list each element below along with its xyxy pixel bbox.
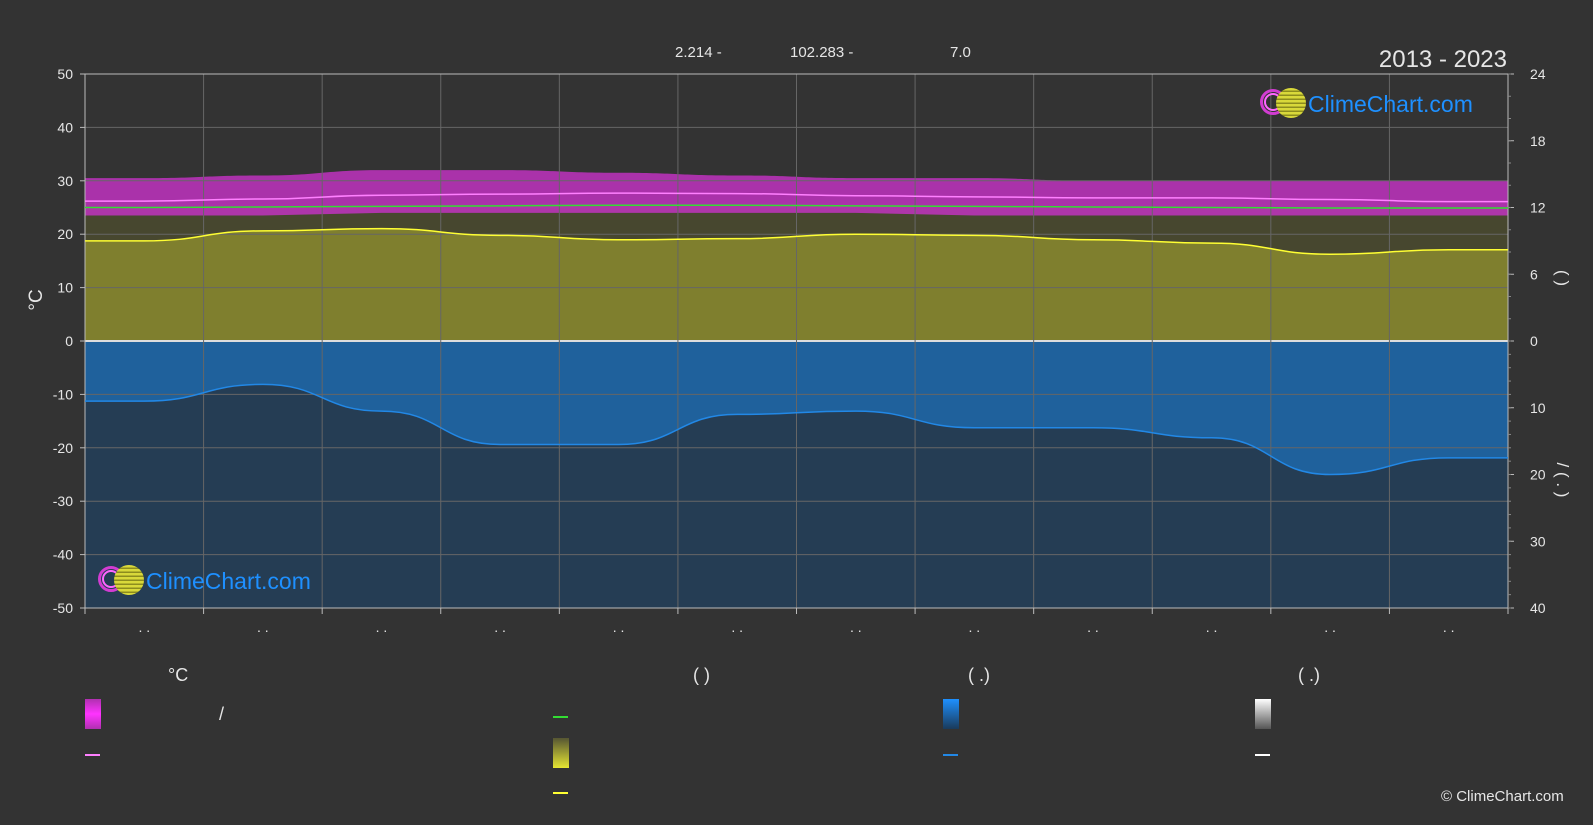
month-tick-label: . . bbox=[1087, 619, 1099, 635]
temperature-mean-line bbox=[85, 192, 1508, 203]
sunshine-swatch bbox=[553, 738, 569, 768]
left-tick-label: 10 bbox=[57, 280, 73, 296]
left-tick-label: -10 bbox=[53, 386, 73, 402]
climechart-logo-icon bbox=[1258, 86, 1306, 122]
right-precip-tick-label: 20 bbox=[1530, 467, 1546, 483]
temp-range-separator: / bbox=[219, 704, 225, 724]
precip-swatch bbox=[943, 699, 959, 729]
brand-name: ClimeChart.com bbox=[1308, 90, 1473, 117]
daylight-line bbox=[85, 204, 1508, 209]
right-hours-tick-label: 12 bbox=[1530, 200, 1546, 216]
precip-line-swatch bbox=[943, 754, 958, 756]
month-tick-label: . . bbox=[376, 619, 388, 635]
temp-mean-line-swatch bbox=[85, 754, 100, 756]
left-tick-label: -40 bbox=[53, 547, 73, 563]
right-axis-lower-label: / ( . ) bbox=[1553, 463, 1572, 498]
precipitation-line bbox=[85, 383, 1509, 476]
brand-logo-bottom[interactable]: ClimeChart.com bbox=[96, 563, 311, 599]
month-tick-label: . . bbox=[1206, 619, 1218, 635]
right-hours-tick-label: 24 bbox=[1530, 66, 1546, 82]
snow-swatch bbox=[1255, 699, 1271, 729]
sunshine-line bbox=[84, 227, 1508, 255]
period-label: 2013 - 2023 bbox=[1379, 46, 1507, 73]
left-tick-label: 30 bbox=[57, 173, 73, 189]
left-tick-label: -20 bbox=[53, 440, 73, 456]
left-tick-label: -30 bbox=[53, 493, 73, 509]
month-tick-label: . . bbox=[257, 619, 269, 635]
sunshine-line-swatch bbox=[553, 792, 568, 794]
daylight-line-swatch bbox=[553, 716, 568, 718]
month-tick-label: . . bbox=[850, 619, 862, 635]
brand-name: ClimeChart.com bbox=[146, 567, 311, 594]
brand-logo-top[interactable]: ClimeChart.com bbox=[1258, 86, 1473, 122]
temp-range-swatch bbox=[85, 699, 101, 729]
left-axis-label: °C bbox=[26, 289, 47, 310]
elevation-label: 7.0 bbox=[950, 44, 971, 61]
left-tick-label: 20 bbox=[57, 226, 73, 242]
right-precip-tick-label: 10 bbox=[1530, 400, 1546, 416]
left-tick-label: 40 bbox=[57, 119, 73, 135]
legend-temperature-title: °C bbox=[168, 665, 189, 685]
month-tick-label: . . bbox=[1443, 619, 1455, 635]
left-tick-label: 50 bbox=[57, 66, 73, 82]
chart-lines bbox=[84, 192, 1509, 476]
legend-snow-title: ( .) bbox=[1298, 665, 1320, 685]
month-tick-label: . . bbox=[138, 619, 150, 635]
left-tick-label: 0 bbox=[65, 333, 73, 349]
left-tick-label: -50 bbox=[53, 600, 73, 616]
right-hours-tick-label: 6 bbox=[1530, 266, 1538, 282]
right-axis-upper-label: ( ) bbox=[1553, 270, 1572, 286]
month-tick-label: . . bbox=[731, 619, 743, 635]
legend-daylight-title: ( ) bbox=[693, 665, 710, 685]
right-hours-tick-label: 0 bbox=[1530, 333, 1538, 349]
chart-ticks: 50 40 30 20 10 0 -10 -20 -30 -40 -50 24 18 12 6 0 10 20 30… bbox=[53, 66, 1546, 635]
snow-line-swatch bbox=[1255, 754, 1270, 756]
month-tick-label: . . bbox=[494, 619, 506, 635]
month-tick-label: . . bbox=[1324, 619, 1336, 635]
chart-grid bbox=[84, 73, 1509, 609]
longitude-label: 102.283 - bbox=[790, 44, 853, 61]
month-tick-label: . . bbox=[613, 619, 625, 635]
copyright: © ClimeChart.com bbox=[1441, 788, 1564, 805]
legend-precip-title: ( .) bbox=[968, 665, 990, 685]
right-precip-tick-label: 40 bbox=[1530, 600, 1546, 616]
month-tick-label: . . bbox=[969, 619, 981, 635]
right-precip-tick-label: 30 bbox=[1530, 533, 1546, 549]
latitude-label: 2.214 - bbox=[675, 44, 722, 61]
climechart-logo-icon bbox=[96, 563, 144, 599]
right-hours-tick-label: 18 bbox=[1530, 133, 1546, 149]
